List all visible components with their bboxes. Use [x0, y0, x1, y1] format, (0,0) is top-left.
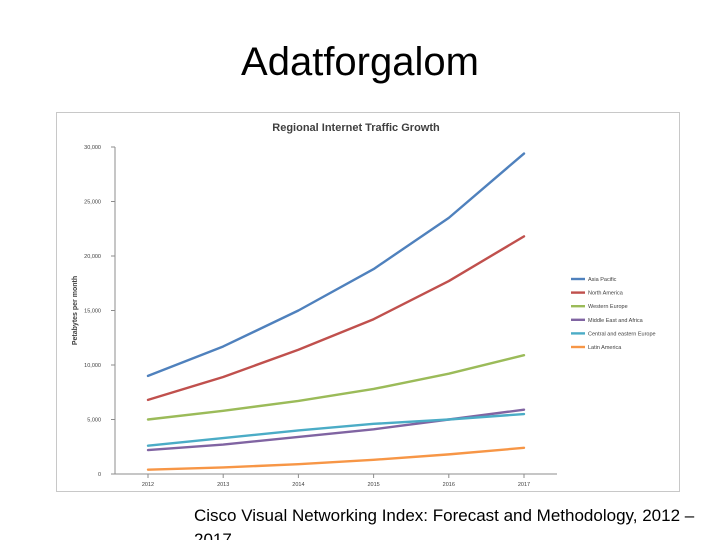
- y-tick-label: 0: [98, 472, 101, 478]
- x-tick-label: 2012: [142, 482, 154, 488]
- series-line: [146, 408, 526, 452]
- y-tick-label: 5,000: [87, 418, 101, 424]
- legend-label: Western Europe: [588, 304, 628, 310]
- legend-label: Latin America: [588, 345, 622, 351]
- chart-title: Regional Internet Traffic Growth: [272, 122, 440, 134]
- legend-label: Middle East and Africa: [588, 318, 644, 324]
- x-tick-label: 2017: [518, 482, 530, 488]
- legend-label: North America: [588, 291, 624, 297]
- y-tick-label: 20,000: [84, 254, 101, 260]
- legend-label: Asia Pacific: [588, 277, 617, 283]
- y-tick-label: 25,000: [84, 200, 101, 206]
- series-line: [146, 235, 526, 402]
- chart-frame: Regional Internet Traffic Growth 0 5,000 10…: [56, 112, 680, 492]
- series-line: [146, 412, 526, 447]
- series-line: [146, 446, 526, 471]
- series-line: [146, 353, 526, 421]
- y-axis-label: Petabytes per month: [72, 276, 79, 345]
- source-caption: Cisco Visual Networking Index: Forecast …: [194, 506, 695, 540]
- x-tick-label: 2015: [367, 482, 379, 488]
- series-line: [146, 152, 526, 378]
- y-tick-label: 30,000: [84, 145, 101, 151]
- x-tick-label: 2013: [217, 482, 229, 488]
- slide-title: Adatforgalom: [241, 40, 479, 84]
- x-tick-label: 2014: [292, 482, 304, 488]
- legend-label: Central and eastern Europe: [588, 331, 656, 337]
- x-tick-label: 2016: [443, 482, 455, 488]
- y-tick-label: 15,000: [84, 309, 101, 315]
- y-tick-label: 10,000: [84, 363, 101, 369]
- line-chart: Regional Internet Traffic Growth 0 5,000 10…: [72, 122, 656, 488]
